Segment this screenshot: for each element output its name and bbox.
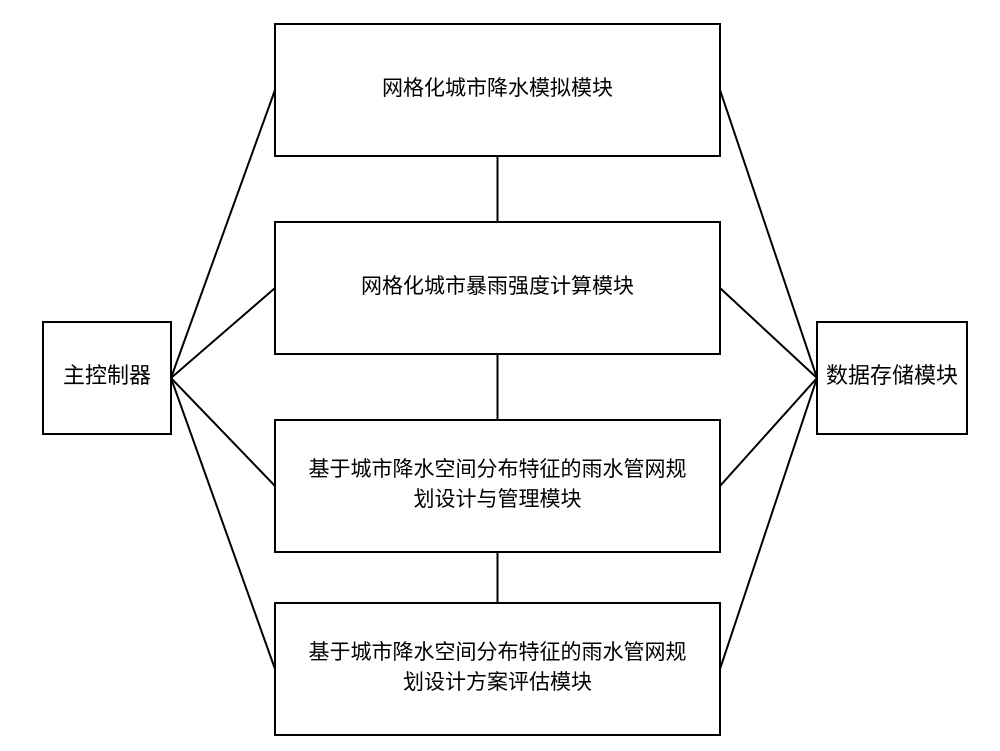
edge-left-center1 [171, 90, 275, 378]
node-center2-label: 网格化城市暴雨强度计算模块 [361, 274, 634, 298]
node-center1-label: 网格化城市降水模拟模块 [382, 76, 613, 100]
node-center2: 网格化城市暴雨强度计算模块 [275, 222, 720, 354]
node-center3-box [275, 420, 720, 552]
node-center4-box [275, 603, 720, 735]
edge-center3-right [720, 378, 817, 486]
node-left: 主控制器 [43, 322, 171, 434]
edge-center4-right [720, 378, 817, 669]
node-right: 数据存储模块 [817, 322, 967, 434]
node-center4: 基于城市降水空间分布特征的雨水管网规划设计方案评估模块 [275, 603, 720, 735]
node-center3: 基于城市降水空间分布特征的雨水管网规划设计与管理模块 [275, 420, 720, 552]
node-right-label: 数据存储模块 [826, 363, 958, 388]
edge-left-center4 [171, 378, 275, 669]
diagram-canvas: 主控制器 数据存储模块 网格化城市降水模拟模块网格化城市暴雨强度计算模块基于城市降水… [0, 0, 1000, 751]
node-left-label: 主控制器 [63, 363, 151, 388]
node-center1: 网格化城市降水模拟模块 [275, 24, 720, 156]
edge-center1-right [720, 90, 817, 378]
edge-left-center3 [171, 378, 275, 486]
